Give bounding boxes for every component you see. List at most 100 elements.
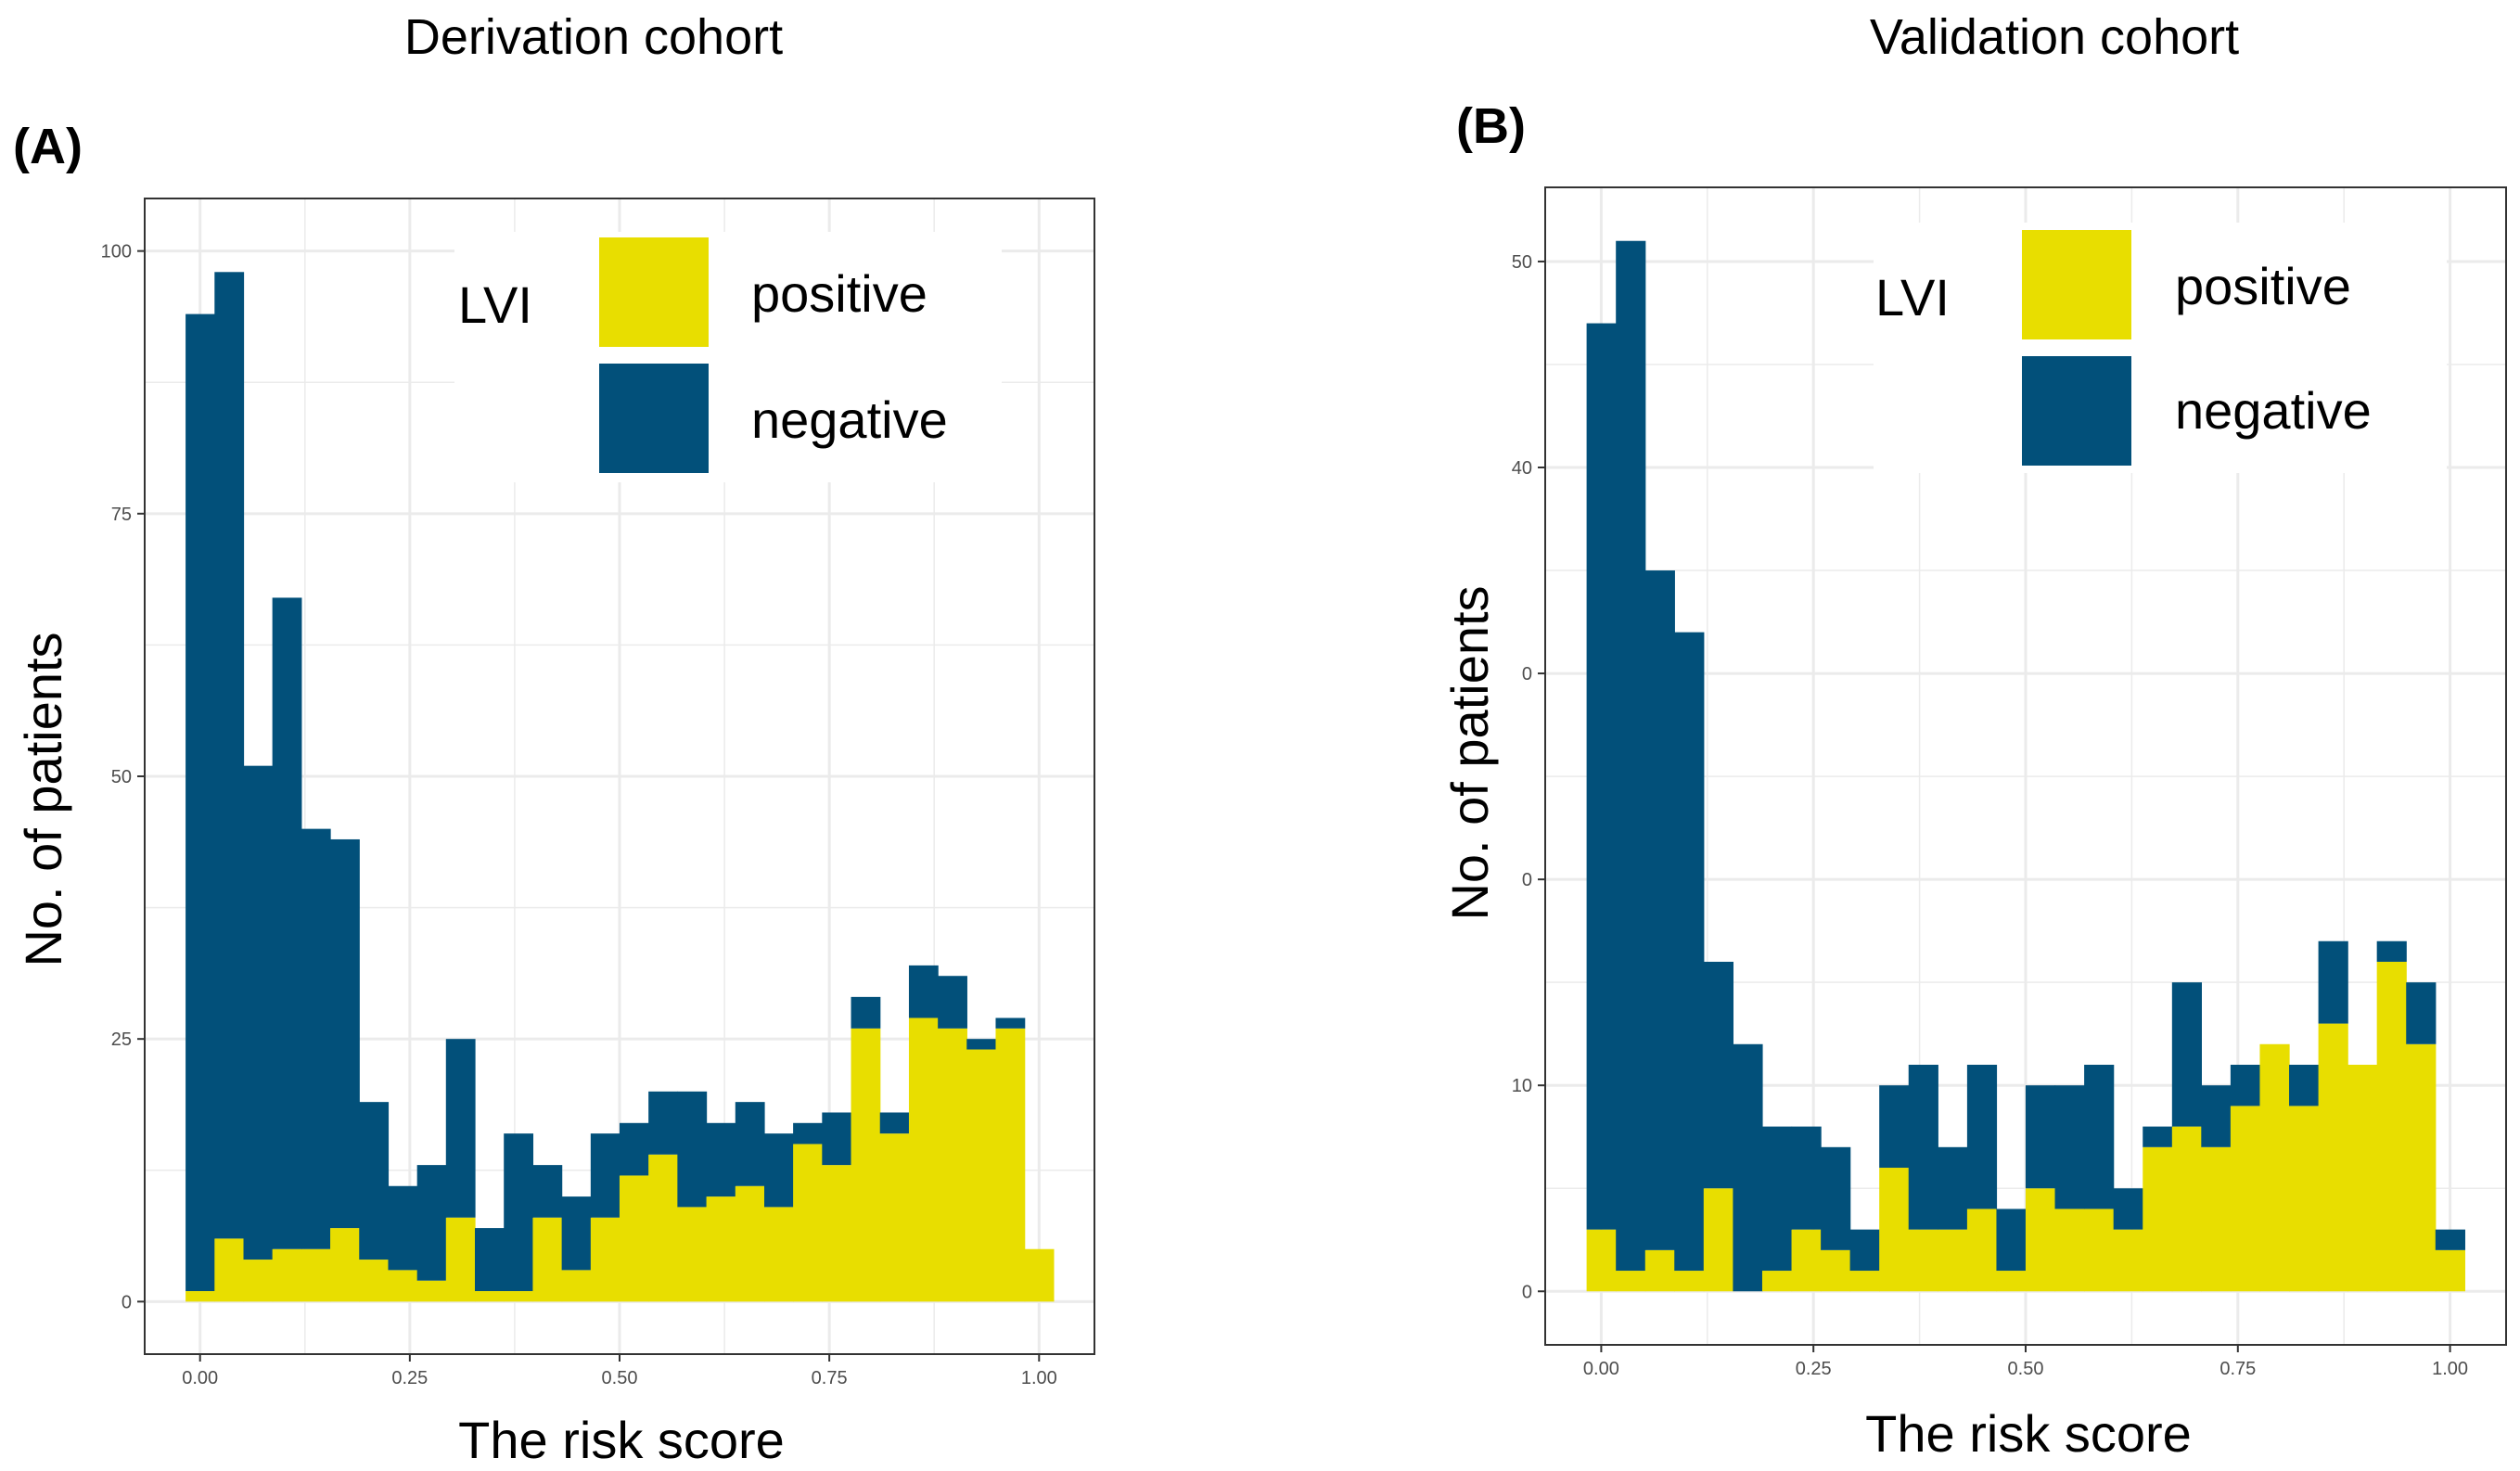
bar-positive: [445, 1217, 476, 1302]
x-axis-ticks: 0.00 0.25 0.50 0.75 1.00: [182, 1354, 1057, 1388]
x-tick-label: 0.00: [182, 1368, 218, 1388]
y-axis-ticks: 0 25 50 75 100: [101, 242, 145, 1312]
bar-negative: [561, 1196, 592, 1271]
bar-positive: [504, 1291, 534, 1302]
bar-positive: [2289, 1106, 2320, 1292]
bar-positive: [619, 1175, 649, 1302]
legend-background: [454, 232, 1002, 482]
bar-positive: [1616, 1271, 1646, 1292]
bar-positive: [2113, 1229, 2143, 1292]
bar-positive: [359, 1260, 390, 1302]
y-tick-label: 25: [111, 1030, 132, 1050]
bar-positive: [561, 1270, 592, 1302]
bar-negative: [301, 828, 331, 1249]
bar-positive: [2259, 1043, 2290, 1292]
bar-positive: [1966, 1209, 1998, 1292]
bar-negative: [995, 1017, 1026, 1029]
bar-positive: [2143, 1146, 2173, 1292]
chart-title: Validation cohort: [1870, 9, 2239, 65]
bar-negative: [388, 1185, 418, 1271]
bar-positive: [648, 1154, 678, 1302]
bar-negative: [475, 1228, 505, 1292]
bar-negative: [2230, 1064, 2261, 1106]
bar-positive: [2201, 1146, 2232, 1292]
x-tick-label: 0.75: [812, 1368, 848, 1388]
bar-negative: [938, 976, 967, 1029]
y-tick-label: 0: [1522, 1282, 1532, 1302]
bar-negative: [2143, 1126, 2173, 1147]
bar-positive: [2376, 961, 2407, 1292]
legend-key-positive: [2022, 230, 2131, 339]
bar-positive: [532, 1217, 563, 1302]
bar-negative: [763, 1133, 794, 1208]
bar-negative: [359, 1102, 390, 1260]
bar-negative: [2113, 1188, 2143, 1230]
bar-positive: [908, 1017, 939, 1302]
legend-label-positive: positive: [2175, 257, 2351, 315]
x-tick-label: 0.75: [2219, 1359, 2256, 1379]
bar-negative: [2289, 1064, 2320, 1106]
x-axis-ticks: 0.00 0.25 0.50 0.75 1.00: [1583, 1345, 2468, 1379]
x-axis-label: The risk score: [458, 1411, 785, 1469]
x-tick-label: 1.00: [1021, 1368, 1057, 1388]
y-tick-label: 0: [1522, 664, 1532, 684]
bar-negative: [590, 1133, 620, 1218]
bar-positive: [2435, 1249, 2465, 1292]
bar-positive: [2084, 1209, 2115, 1292]
bars: [185, 272, 1055, 1302]
bar-positive: [243, 1260, 274, 1302]
bar-positive: [330, 1228, 360, 1302]
bar-negative: [1674, 632, 1705, 1272]
bars: [1586, 240, 2465, 1292]
bar-negative: [416, 1165, 447, 1281]
bar-negative: [822, 1112, 852, 1166]
y-axis-label: No. of patients: [1440, 585, 1499, 920]
bar-negative: [2435, 1229, 2465, 1250]
bar-negative: [2376, 940, 2407, 962]
bar-negative: [2318, 940, 2348, 1024]
bar-negative: [2025, 1085, 2056, 1189]
bar-positive: [1821, 1249, 1851, 1292]
x-axis-label: The risk score: [1865, 1404, 2192, 1463]
bar-negative: [1966, 1064, 1998, 1209]
y-axis-ticks: 0 10 0 0 40 50: [1512, 252, 1545, 1302]
bar-negative: [966, 1039, 997, 1050]
bar-negative: [677, 1091, 708, 1208]
bar-negative: [1791, 1126, 1822, 1230]
bar-negative: [532, 1165, 563, 1218]
y-axis-label: No. of patients: [14, 632, 72, 966]
bar-positive: [822, 1165, 852, 1302]
legend-key-positive: [599, 237, 709, 347]
bar-positive: [2230, 1106, 2261, 1292]
bar-positive: [2347, 1064, 2378, 1292]
bar-negative: [2406, 982, 2437, 1044]
legend-key-negative: [2022, 356, 2131, 466]
bar-negative: [648, 1091, 678, 1155]
bar-negative: [908, 965, 939, 1018]
bar-positive: [388, 1270, 418, 1302]
legend-label-negative: negative: [751, 390, 948, 449]
bar-positive: [966, 1049, 997, 1302]
panel-validation: Validation cohort (B) 0 10 0 0 40 50 0.00 0.25…: [1440, 9, 2507, 1463]
bar-positive: [706, 1196, 736, 1302]
y-tick-label: 10: [1512, 1076, 1532, 1096]
bar-positive: [416, 1280, 447, 1302]
bar-negative: [793, 1122, 823, 1145]
legend-title: LVI: [1875, 268, 1950, 326]
panel-label: (A): [13, 119, 83, 174]
bar-negative: [851, 996, 881, 1029]
bar-positive: [879, 1133, 910, 1302]
x-tick-label: 0.25: [391, 1368, 428, 1388]
bar-positive: [272, 1248, 302, 1302]
bar-positive: [2025, 1188, 2056, 1292]
legend-title: LVI: [458, 275, 532, 334]
bar-negative: [1908, 1064, 1938, 1230]
bar-positive: [2406, 1043, 2437, 1292]
panel-derivation: Derivation cohort (A) 0 25 50 75 100 0.00 0.2…: [13, 9, 1095, 1469]
bar-positive: [1791, 1229, 1822, 1292]
y-tick-label: 50: [111, 767, 132, 787]
bar-negative: [2054, 1085, 2085, 1209]
bar-negative: [735, 1102, 765, 1186]
bar-positive: [735, 1185, 765, 1302]
